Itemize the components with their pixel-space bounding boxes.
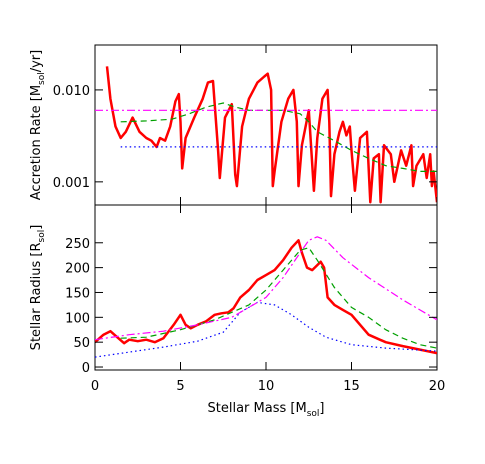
x-axis-label: Stellar Mass [Msol] — [208, 401, 325, 419]
y-axis-label: Accretion Rate [Msol/yr] — [29, 50, 47, 200]
y-axis-label-sub: sol — [37, 230, 47, 243]
y-axis-label-text: Stellar Radius [R — [29, 242, 44, 350]
y-axis-label-sub: sol — [37, 72, 47, 85]
x-tick-label: 5 — [176, 379, 184, 394]
y-tick-label: 200 — [65, 262, 90, 277]
y-tick-label: 0.001 — [53, 176, 90, 191]
series-line — [95, 301, 437, 358]
series-line — [120, 102, 437, 172]
x-axis-label-text: Stellar Mass [M — [208, 401, 307, 416]
y-tick-label: 0 — [82, 361, 90, 376]
x-tick-label: 15 — [343, 379, 360, 394]
series-line — [105, 66, 437, 204]
y-tick-label: 150 — [65, 286, 90, 301]
y-axis-label-text: Accretion Rate [M — [29, 85, 44, 200]
series-line — [95, 239, 437, 355]
series-line — [120, 247, 437, 349]
y-axis-label-end: ] — [29, 225, 44, 230]
x-tick-label: 20 — [429, 379, 446, 394]
y-tick-label: 50 — [73, 336, 90, 351]
y-tick-label: 250 — [65, 237, 90, 252]
x-tick-label: 10 — [258, 379, 275, 394]
plot-frame — [94, 204, 438, 371]
y-tick-label: 100 — [65, 311, 90, 326]
series-line — [95, 236, 437, 341]
plot-frame — [94, 44, 438, 206]
x-axis-label-end: ] — [319, 401, 324, 416]
y-tick-label: 0.010 — [53, 84, 90, 99]
y-axis-label: Stellar Radius [Rsol] — [29, 225, 47, 351]
y-axis-label-end: /yr] — [29, 50, 44, 73]
x-tick-label: 0 — [91, 379, 99, 394]
x-axis-label-sub: sol — [307, 409, 320, 419]
